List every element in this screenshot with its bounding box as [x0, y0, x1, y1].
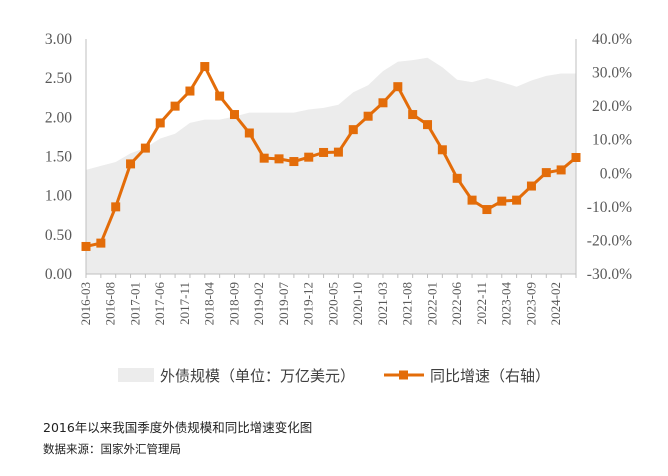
line-point-2024-03 — [556, 165, 566, 175]
line-series-yoy-growth — [85, 65, 577, 248]
y-right-tick-label: -30.0% — [587, 266, 632, 283]
y-right-tick-label: 40.0% — [592, 31, 632, 48]
x-tick-label: 2018-04 — [202, 282, 217, 326]
line-point-2016-06 — [96, 238, 106, 248]
line-point-2019-09 — [289, 157, 299, 167]
line-series-layer — [81, 62, 581, 251]
line-point-2021-06 — [393, 82, 403, 92]
line-point-2017-03 — [140, 143, 150, 153]
y-left-tick-label: 0.50 — [45, 227, 72, 244]
legend-area-label: 外债规模（单位：万亿美元） — [160, 367, 355, 385]
legend-line-marker — [399, 370, 408, 380]
tick-label-layer: 0.00 0.50 1.00 1.50 2.00 2.50 3.00 -30.0% -20.0%… — [45, 31, 632, 325]
line-point-2017-06 — [155, 118, 165, 128]
line-point-2022-06 — [452, 173, 462, 183]
line-point-2019-03 — [259, 153, 269, 163]
y-right-tick-label: 20.0% — [592, 98, 632, 115]
y-right-tick-label: 0.0% — [600, 165, 632, 182]
x-tick-label: 2017-01 — [127, 282, 142, 325]
line-point-2023-03 — [497, 196, 507, 206]
line-point-2019-12 — [304, 152, 314, 162]
x-tick-label: 2019-12 — [301, 282, 316, 325]
line-point-2016-09 — [111, 202, 121, 212]
y-left-tick-label: 0.00 — [45, 266, 72, 283]
line-point-2018-06 — [215, 91, 225, 101]
y-left-tick-label: 1.50 — [45, 149, 72, 166]
chart-title: 2016年以来我国季度外债规模和同比增速变化图 — [43, 420, 313, 435]
x-tick-label: 2024-02 — [548, 282, 563, 325]
line-point-2024-06 — [571, 153, 581, 163]
line-point-2022-09 — [467, 195, 477, 205]
line-point-2018-12 — [244, 128, 254, 138]
line-point-2021-12 — [423, 120, 433, 130]
x-tick-label: 2019-07 — [276, 282, 291, 326]
line-point-2022-12 — [482, 205, 492, 215]
x-tick-label: 2022-01 — [424, 282, 439, 325]
x-tick-label: 2020-10 — [350, 282, 365, 325]
line-point-2020-12 — [363, 111, 373, 121]
y-left-tick-label: 2.50 — [45, 70, 72, 87]
line-point-2020-06 — [333, 147, 343, 157]
x-tick-label: 2020-05 — [325, 282, 340, 325]
line-point-2020-09 — [348, 125, 358, 135]
x-tick-label: 2022-11 — [474, 282, 489, 325]
y-right-tick-label: -10.0% — [587, 199, 632, 216]
x-tick-label: 2022-06 — [449, 282, 464, 326]
x-tick-label: 2023-04 — [499, 282, 514, 326]
x-tick-label: 2017-11 — [177, 282, 192, 325]
y-left-tick-label: 2.00 — [45, 109, 72, 126]
line-point-2016-03 — [81, 241, 91, 251]
line-point-2019-06 — [274, 154, 284, 164]
y-right-tick-label: -20.0% — [587, 232, 632, 249]
legend-area-swatch — [118, 368, 154, 382]
line-point-2023-09 — [526, 181, 536, 191]
line-point-2018-09 — [229, 110, 239, 120]
x-tick-label: 2016-03 — [78, 282, 93, 325]
line-point-2016-12 — [126, 159, 136, 169]
x-tick-label: 2019-02 — [251, 282, 266, 325]
line-point-2017-12 — [185, 86, 195, 96]
y-right-tick-label: 30.0% — [592, 65, 632, 82]
area-series-external-debt — [86, 57, 576, 274]
line-point-2020-03 — [319, 147, 329, 157]
legend: 外债规模（单位：万亿美元） 同比增速（右轴） — [118, 367, 550, 385]
line-point-2017-09 — [170, 101, 180, 111]
x-tick-label: 2016-08 — [103, 282, 118, 325]
line-point-2023-12 — [541, 168, 551, 178]
y-right-tick-label: 10.0% — [592, 132, 632, 149]
legend-line-label: 同比增速（右轴） — [430, 367, 550, 385]
line-point-2023-06 — [512, 195, 522, 205]
y-left-tick-label: 1.00 — [45, 188, 72, 205]
x-tick-label: 2017-06 — [152, 282, 167, 326]
x-tick-label: 2021-08 — [400, 282, 415, 325]
line-point-2018-03 — [200, 62, 210, 72]
x-tick-label: 2021-03 — [375, 282, 390, 325]
line-point-2021-03 — [378, 98, 388, 108]
area-series-layer — [86, 57, 576, 274]
data-source: 数据来源：国家外汇管理局 — [43, 442, 181, 456]
line-point-2021-09 — [408, 110, 418, 120]
x-tick-label: 2023-09 — [523, 282, 538, 325]
line-point-2022-03 — [437, 145, 447, 155]
y-left-tick-label: 3.00 — [45, 31, 72, 48]
x-tick-label: 2018-09 — [226, 282, 241, 325]
